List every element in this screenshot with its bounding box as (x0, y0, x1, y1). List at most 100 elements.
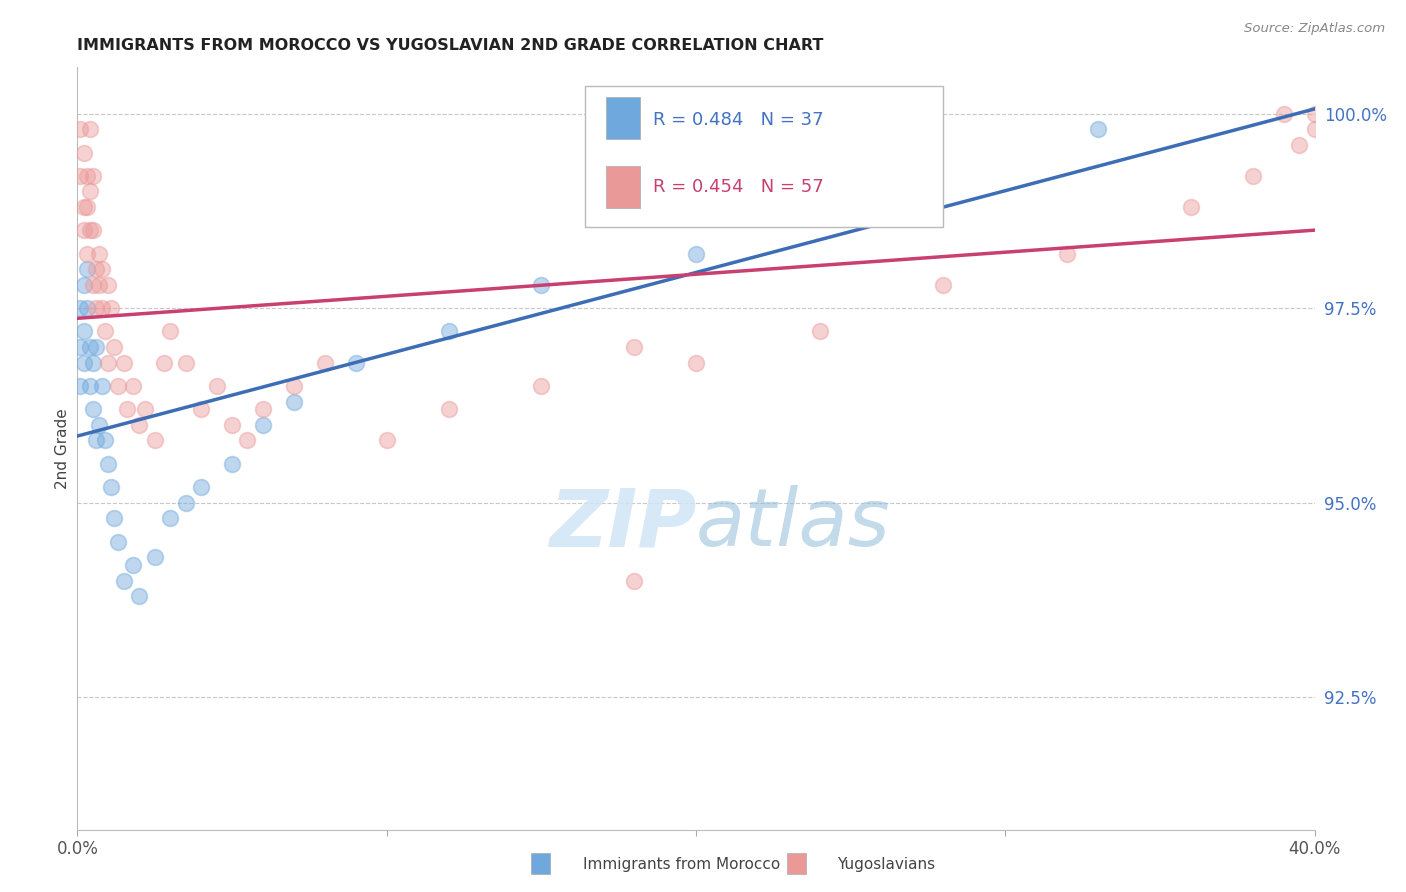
Point (437, 325, 460, 339)
Point (87, 246, 110, 260)
Point (82, 356, 104, 370)
Text: R = 0.484   N = 37: R = 0.484 N = 37 (652, 112, 824, 129)
Point (437, 402, 460, 417)
Point (72, 277, 94, 292)
Point (100, 301, 122, 315)
Point (221, 457, 243, 471)
Point (107, 379, 129, 393)
Point (82, 169, 104, 183)
Point (236, 434, 259, 448)
Point (82, 223, 104, 237)
Point (79, 379, 101, 393)
Text: Source: ZipAtlas.com: Source: ZipAtlas.com (1244, 22, 1385, 36)
Point (79, 185, 101, 199)
Point (82, 277, 104, 292)
Point (1288, 137, 1310, 152)
Point (76, 301, 98, 315)
Point (72, 325, 94, 339)
Point (87, 417, 110, 432)
Point (932, 277, 955, 292)
Point (1241, 169, 1264, 183)
Point (72, 200, 94, 214)
Point (685, 246, 707, 260)
Text: Immigrants from Morocco: Immigrants from Morocco (583, 857, 780, 872)
Point (870, 185, 893, 199)
Point (685, 356, 707, 370)
Point (530, 379, 553, 393)
Point (87, 277, 110, 292)
Point (221, 417, 243, 432)
Point (623, 574, 645, 588)
Point (91, 262, 114, 277)
Point (84, 434, 107, 448)
Point (808, 325, 831, 339)
Point (84, 301, 107, 315)
Point (69, 340, 91, 354)
Text: IMMIGRANTS FROM MOROCCO VS YUGOSLAVIAN 2ND GRADE CORRELATION CHART: IMMIGRANTS FROM MOROCCO VS YUGOSLAVIAN 2… (77, 38, 824, 54)
Point (94, 434, 117, 448)
Point (91, 379, 114, 393)
Point (143, 434, 166, 448)
Point (1272, 106, 1295, 120)
Point (72, 145, 94, 160)
Point (97, 457, 120, 471)
Point (283, 379, 305, 393)
Point (72, 356, 94, 370)
Y-axis label: 2nd Grade: 2nd Grade (55, 408, 70, 489)
Point (91, 301, 114, 315)
Point (190, 480, 212, 494)
Point (69, 169, 91, 183)
Point (76, 200, 98, 214)
Point (190, 402, 212, 417)
Point (283, 394, 305, 409)
Point (252, 402, 274, 417)
Point (1303, 106, 1326, 120)
FancyBboxPatch shape (585, 86, 943, 227)
Point (159, 511, 181, 525)
Point (128, 589, 150, 603)
Point (72, 223, 94, 237)
Point (82, 402, 104, 417)
Point (115, 402, 138, 417)
Point (112, 574, 135, 588)
Point (100, 480, 122, 494)
Point (1056, 246, 1078, 260)
Point (134, 402, 156, 417)
Point (79, 223, 101, 237)
Point (79, 122, 101, 136)
Point (1303, 122, 1326, 136)
Point (103, 340, 125, 354)
Point (76, 246, 98, 260)
Text: R = 0.454   N = 57: R = 0.454 N = 57 (652, 178, 824, 196)
Point (122, 558, 145, 572)
Point (128, 417, 150, 432)
Point (1180, 200, 1202, 214)
Point (69, 301, 91, 315)
Point (84, 340, 107, 354)
Point (530, 277, 553, 292)
Point (143, 550, 166, 565)
Point (174, 356, 197, 370)
Point (122, 379, 145, 393)
Text: ZIP: ZIP (548, 485, 696, 564)
Point (623, 340, 645, 354)
Point (76, 262, 98, 277)
Point (252, 417, 274, 432)
Point (76, 169, 98, 183)
Point (97, 277, 120, 292)
Point (84, 262, 107, 277)
Point (153, 356, 176, 370)
Point (314, 356, 336, 370)
Point (174, 496, 197, 510)
Point (69, 379, 91, 393)
Bar (606, 97, 640, 139)
Point (94, 325, 117, 339)
Point (1087, 122, 1109, 136)
Text: atlas: atlas (696, 485, 891, 564)
Point (375, 434, 398, 448)
Point (205, 379, 228, 393)
Point (107, 534, 129, 549)
Point (112, 356, 135, 370)
Point (344, 356, 367, 370)
Bar (606, 166, 640, 208)
